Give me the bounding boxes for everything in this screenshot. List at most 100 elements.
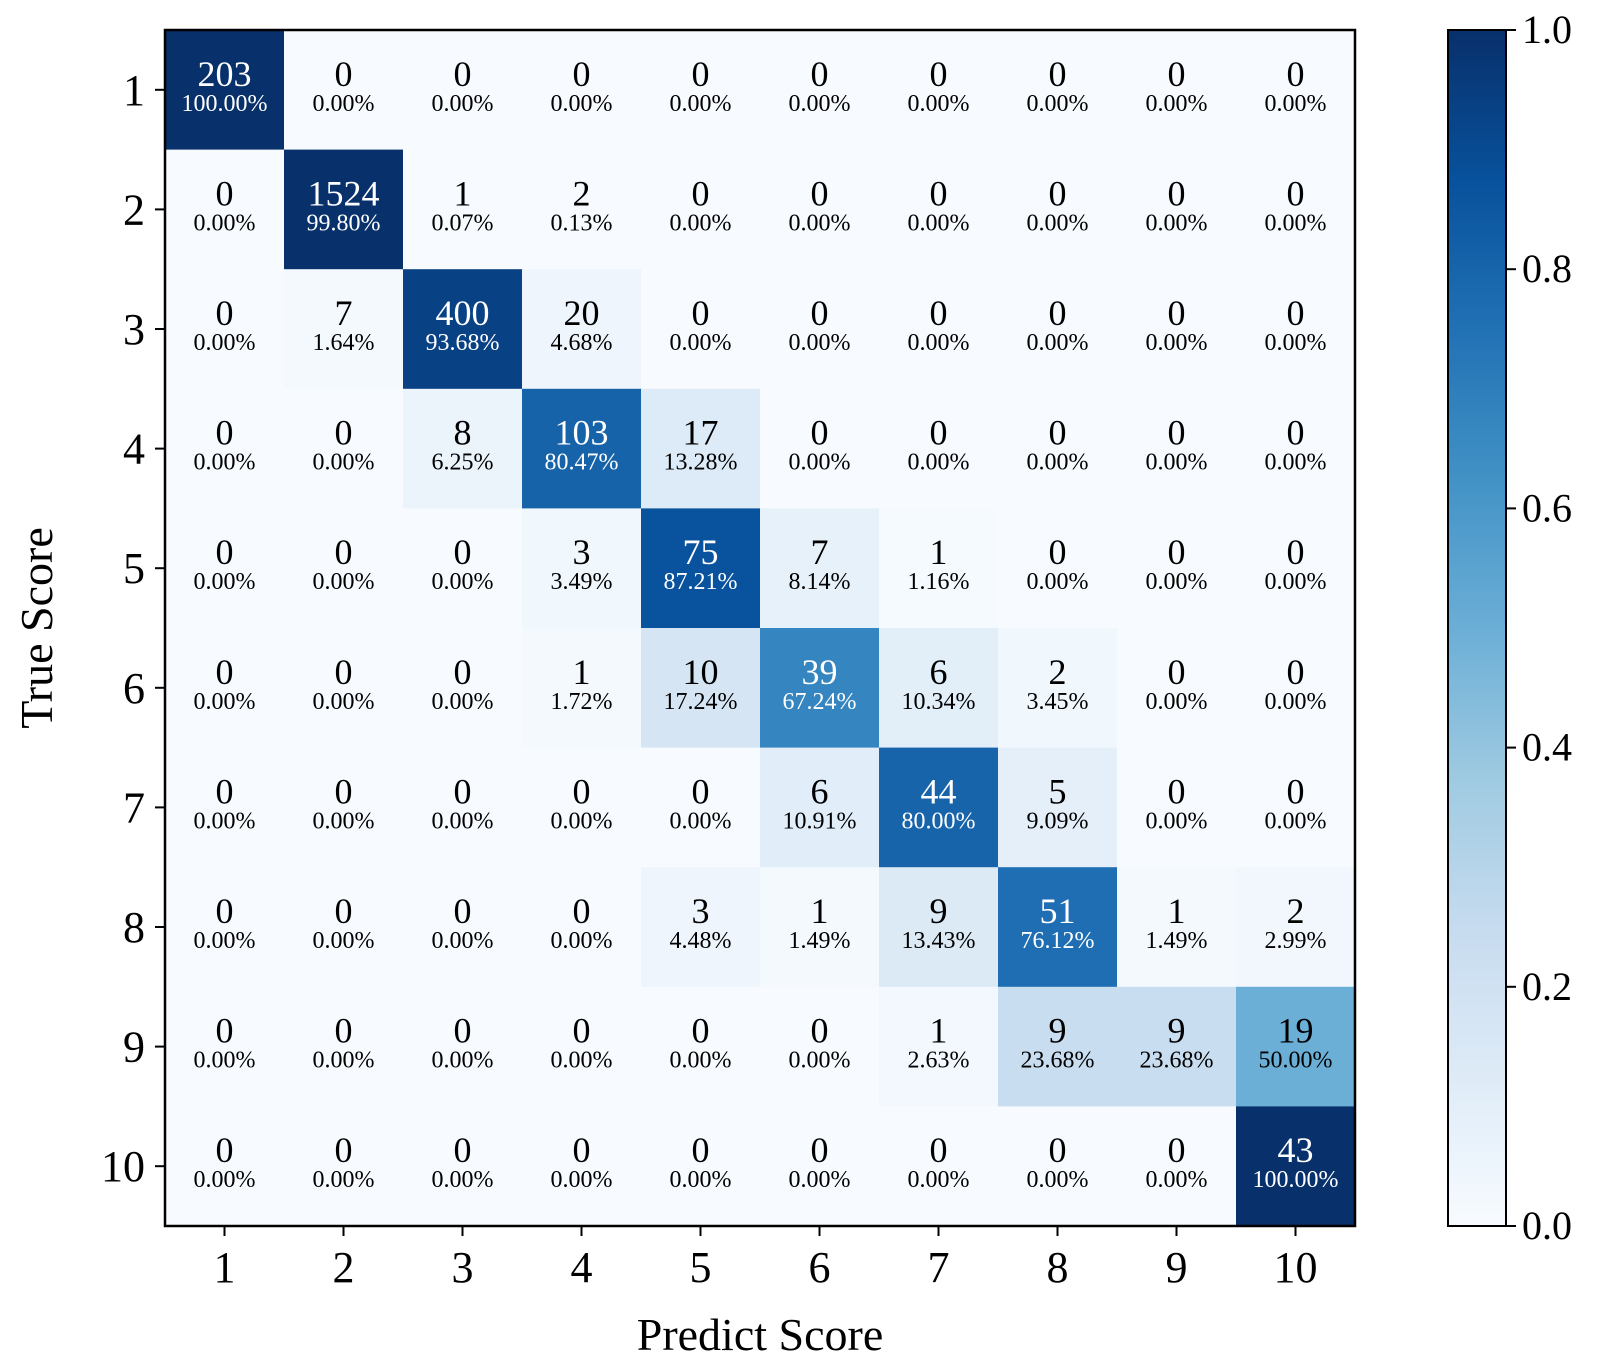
cell-count-label: 0 (692, 54, 710, 94)
cell-percent-label: 0.00% (1146, 91, 1208, 117)
colorbar-tick-label: 0.2 (1522, 964, 1572, 1009)
cell-count-label: 17 (683, 413, 719, 453)
colorbar: 0.0 0.2 0.4 0.6 0.8 1.0 (1447, 7, 1572, 1248)
cell-percent-label: 0.00% (313, 808, 375, 834)
cell-percent-label: 0.00% (1146, 210, 1208, 236)
cell-count-label: 0 (1049, 54, 1067, 94)
heatmap-cell (284, 1106, 404, 1227)
heatmap-cell (1117, 269, 1237, 390)
cell-percent-label: 17.24% (664, 689, 738, 715)
heatmap-cell (1117, 867, 1237, 988)
heatmap-cell (1117, 1106, 1237, 1227)
heatmap-cell (165, 388, 285, 509)
cell-count-label: 0 (1049, 1130, 1067, 1170)
heatmap-cell (522, 508, 642, 629)
cell-percent-label: 2.63% (908, 1048, 970, 1074)
cell-count-label: 0 (1168, 413, 1186, 453)
cell-count-label: 0 (573, 54, 591, 94)
heatmap-cell (284, 30, 404, 151)
heatmap-cell (403, 1106, 523, 1227)
cell-percent-label: 0.00% (432, 91, 494, 117)
heatmap-cell (284, 269, 404, 390)
heatmap-cell (403, 388, 523, 509)
cell-count-label: 0 (692, 771, 710, 811)
cell-percent-label: 0.00% (1146, 330, 1208, 356)
cell-count-label: 0 (1168, 532, 1186, 572)
cell-count-label: 1 (930, 1011, 948, 1051)
cell-count-label: 0 (1168, 1130, 1186, 1170)
heatmap-cell (998, 508, 1118, 629)
cell-count-label: 43 (1278, 1130, 1314, 1170)
colorbar-tick-label: 0.8 (1522, 246, 1572, 291)
heatmap-cell (403, 508, 523, 629)
cell-percent-label: 0.00% (313, 928, 375, 954)
cell-count-label: 0 (573, 891, 591, 931)
cell-count-label: 0 (573, 771, 591, 811)
cell-count-label: 75 (683, 532, 719, 572)
heatmap-cell (165, 747, 285, 868)
cell-percent-label: 10.91% (783, 808, 857, 834)
cell-count-label: 0 (1287, 771, 1305, 811)
y-tick-label: 6 (123, 664, 145, 713)
cell-count-label: 3 (692, 891, 710, 931)
x-tick-label: 5 (690, 1243, 712, 1292)
cell-count-label: 0 (216, 771, 234, 811)
heatmap-cell (403, 986, 523, 1107)
heatmap-cell (1117, 747, 1237, 868)
heatmap-cell (998, 269, 1118, 390)
cell-percent-label: 0.00% (432, 928, 494, 954)
cell-count-label: 2 (1049, 652, 1067, 692)
cell-percent-label: 0.00% (432, 808, 494, 834)
cell-percent-label: 0.00% (1265, 569, 1327, 595)
heatmap-cell (165, 867, 285, 988)
heatmap-cell (760, 269, 880, 390)
cell-percent-label: 0.00% (194, 1167, 256, 1193)
heatmap-cell (879, 1106, 999, 1227)
cell-percent-label: 0.00% (1146, 450, 1208, 476)
heatmap-cell (641, 149, 761, 270)
cell-count-label: 0 (692, 173, 710, 213)
heatmap-cell (760, 628, 880, 749)
cell-percent-label: 4.48% (670, 928, 732, 954)
heatmap-cell (641, 388, 761, 509)
heatmap-cell (522, 747, 642, 868)
cell-percent-label: 0.13% (551, 210, 613, 236)
cell-count-label: 0 (454, 652, 472, 692)
x-axis: 1 2 3 4 5 6 7 8 9 10 (214, 1226, 1318, 1292)
cell-count-label: 9 (1168, 1011, 1186, 1051)
cell-percent-label: 0.00% (1027, 450, 1089, 476)
cell-count-label: 5 (1049, 771, 1067, 811)
x-tick-label: 2 (333, 1243, 355, 1292)
colorbar-ticks: 0.0 0.2 0.4 0.6 0.8 1.0 (1506, 7, 1572, 1248)
heatmap-cell (522, 30, 642, 151)
heatmap-cell (1117, 30, 1237, 151)
cell-count-label: 0 (1287, 293, 1305, 333)
heatmap-cell (879, 388, 999, 509)
cell-count-label: 0 (1049, 532, 1067, 572)
cell-percent-label: 6.25% (432, 450, 494, 476)
heatmap-cell (165, 628, 285, 749)
cell-count-label: 0 (811, 413, 829, 453)
cell-count-label: 7 (335, 293, 353, 333)
cell-count-label: 1 (573, 652, 591, 692)
y-tick-label: 2 (123, 185, 145, 234)
heatmap-cell (284, 986, 404, 1107)
cell-percent-label: 13.28% (664, 450, 738, 476)
heatmap-cell (879, 269, 999, 390)
cell-count-label: 0 (335, 1130, 353, 1170)
heatmap-cell (165, 30, 285, 151)
cell-count-label: 0 (1049, 293, 1067, 333)
cell-percent-label: 0.00% (551, 808, 613, 834)
cell-count-label: 6 (811, 771, 829, 811)
heatmap-cell (641, 1106, 761, 1227)
heatmap-cell (641, 867, 761, 988)
cell-percent-label: 0.00% (313, 689, 375, 715)
heatmap-cell (1236, 30, 1356, 151)
cell-percent-label: 1.72% (551, 689, 613, 715)
cell-count-label: 0 (692, 1130, 710, 1170)
cell-percent-label: 1.49% (789, 928, 851, 954)
cell-percent-label: 0.00% (670, 210, 732, 236)
y-tick-label: 5 (123, 544, 145, 593)
cell-percent-label: 0.00% (1146, 1167, 1208, 1193)
cell-count-label: 0 (216, 1011, 234, 1051)
